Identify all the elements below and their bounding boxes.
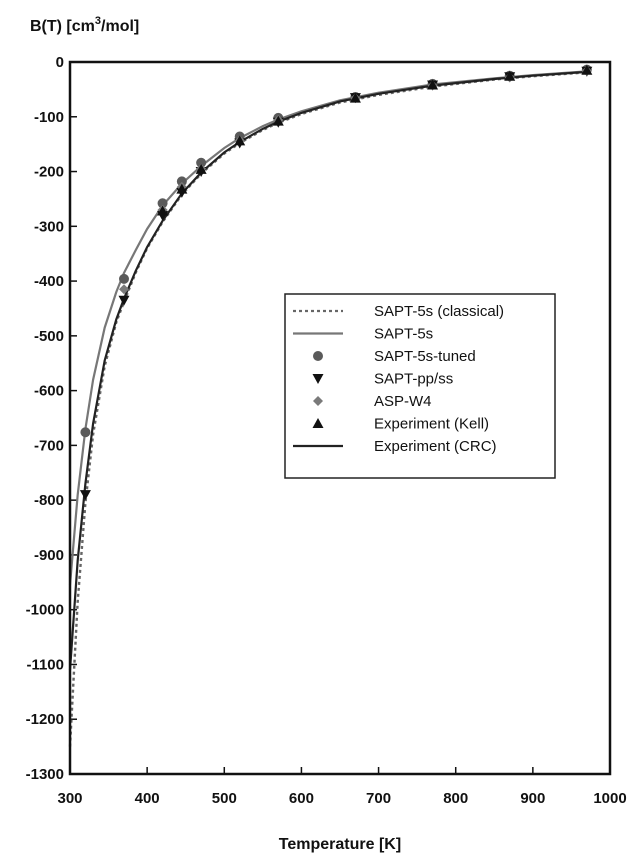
x-tick-label: 800: [443, 790, 468, 807]
legend-item: Experiment (Kell): [312, 416, 489, 433]
y-tick-label: -1100: [26, 656, 64, 673]
x-tick-label: 300: [57, 790, 82, 807]
data-point: [157, 198, 168, 209]
legend-marker: [313, 351, 323, 361]
data-point: [234, 135, 246, 146]
x-tick-label: 700: [366, 790, 391, 807]
y-tick-label: -300: [34, 218, 64, 235]
data-point: [272, 115, 284, 126]
x-tick-label: 1000: [593, 790, 626, 807]
axis-tick-labels: 300 400 500 600 700 800 900 1000 0 -100 -200 -300 -4…: [26, 54, 627, 807]
data-point: [581, 64, 593, 75]
data-point: [80, 427, 91, 438]
y-tick-label: -500: [34, 328, 64, 345]
plot-series: [68, 64, 593, 747]
x-tick-label: 400: [135, 790, 160, 807]
legend-marker: [312, 374, 324, 384]
y-tick-label: -1000: [26, 602, 64, 619]
y-tick-label: -900: [34, 547, 64, 564]
x-tick-label: 500: [212, 790, 237, 807]
legend-label: Experiment (Kell): [374, 416, 489, 433]
legend: SAPT-5s (classical) SAPT-5s SAPT-5s-tuned S…: [284, 293, 556, 479]
y-tick-label: -1200: [26, 711, 64, 728]
legend-label: Experiment (CRC): [374, 438, 497, 455]
legend-label: SAPT-pp/ss: [374, 371, 453, 388]
legend-item: SAPT-5s (classical): [293, 303, 504, 320]
legend-item: SAPT-pp/ss: [312, 371, 453, 388]
data-point: [195, 163, 207, 174]
data-point: [504, 70, 516, 81]
legend-marker: [313, 396, 323, 406]
data-point: [119, 273, 129, 284]
data-point: [118, 295, 130, 306]
legend-label: SAPT-5s: [374, 326, 433, 343]
y-tick-label: -100: [34, 109, 64, 126]
y-axis-label: B(T) [cm3/mol]: [30, 15, 139, 35]
y-tick-label: -700: [34, 437, 64, 454]
legend-marker: [312, 418, 324, 428]
y-tick-label: 0: [56, 54, 64, 71]
data-point: [176, 183, 188, 194]
x-axis-label: Temperature [K]: [279, 836, 401, 853]
plot-frame: [68, 60, 612, 776]
legend-label: ASP-W4: [374, 393, 432, 410]
y-tick-label: -800: [34, 492, 64, 509]
legend-item: ASP-W4: [313, 393, 432, 410]
data-point: [349, 92, 361, 103]
y-tick-label: -600: [34, 383, 64, 400]
y-tick-label: -200: [34, 164, 64, 181]
legend-item: SAPT-5s: [293, 326, 433, 343]
data-point: [157, 205, 169, 216]
data-point: [119, 284, 129, 295]
data-point: [427, 79, 439, 90]
data-point: [79, 490, 91, 501]
x-tick-label: 900: [520, 790, 545, 807]
legend-label: SAPT-5s (classical): [374, 303, 504, 320]
legend-label: SAPT-5s-tuned: [374, 348, 476, 365]
data-point: [196, 157, 207, 168]
y-tick-label: -400: [34, 273, 64, 290]
legend-item: SAPT-5s-tuned: [313, 348, 476, 365]
x-tick-label: 600: [289, 790, 314, 807]
data-point: [176, 176, 187, 187]
legend-box: [284, 293, 556, 479]
legend-item: Experiment (CRC): [293, 438, 497, 455]
y-tick-label: -1300: [26, 766, 64, 783]
